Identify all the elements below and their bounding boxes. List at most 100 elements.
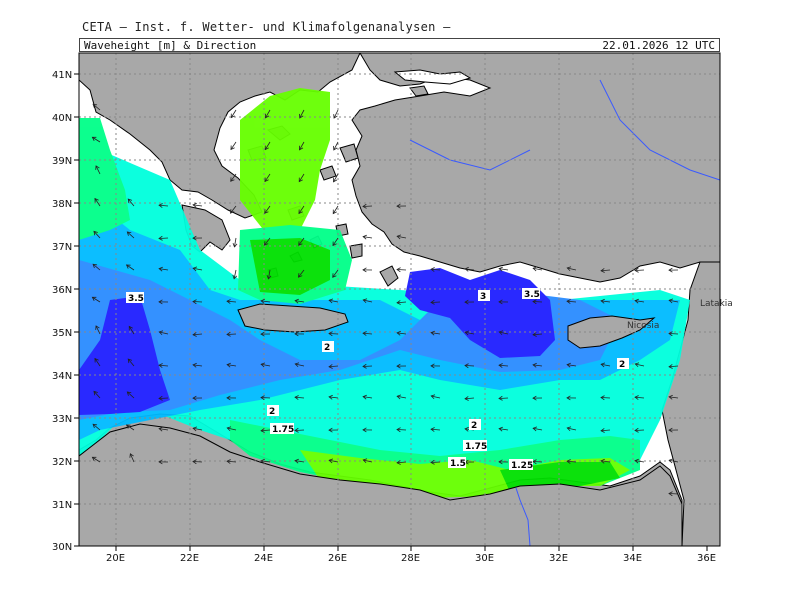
direction-arrow xyxy=(299,141,305,150)
direction-arrowhead xyxy=(129,453,134,458)
lat-label: 34N xyxy=(52,371,72,382)
direction-arrow xyxy=(92,263,101,271)
direction-arrowhead xyxy=(532,426,538,432)
direction-arrow xyxy=(567,427,577,431)
lat-label: 41N xyxy=(52,70,72,81)
direction-arrowhead xyxy=(298,241,303,246)
direction-arrow xyxy=(464,397,475,400)
direction-arrow xyxy=(431,395,441,399)
direction-arrow xyxy=(298,173,305,182)
direction-arrowhead xyxy=(600,458,605,464)
direction-arrowhead xyxy=(294,458,299,464)
lat-label: 36N xyxy=(52,285,72,296)
direction-arrowhead xyxy=(158,395,163,401)
direction-arrow xyxy=(362,332,373,335)
direction-arrowhead xyxy=(158,426,163,432)
direction-arrowhead xyxy=(128,325,133,331)
lat-label: 31N xyxy=(52,500,72,511)
lon-label: 20E xyxy=(106,553,125,564)
contour-label: 1.75 xyxy=(272,425,294,435)
direction-arrowhead xyxy=(328,298,334,304)
direction-arrowhead xyxy=(362,394,367,400)
direction-arrowhead xyxy=(668,458,674,464)
direction-arrowhead xyxy=(668,364,673,369)
direction-arrowhead xyxy=(668,491,673,497)
direction-arrowhead xyxy=(396,203,401,209)
lon-label: 30E xyxy=(475,553,494,564)
direction-arrow xyxy=(332,205,339,214)
direction-arrowhead xyxy=(294,427,299,433)
direction-arrowhead xyxy=(328,364,333,369)
direction-arrow xyxy=(268,269,271,279)
direction-arrowhead xyxy=(362,458,368,464)
direction-arrowhead xyxy=(600,298,605,304)
direction-arrowhead xyxy=(333,114,338,119)
direction-arrow xyxy=(261,363,271,367)
direction-arrow xyxy=(669,299,679,303)
direction-arrowhead xyxy=(464,363,469,369)
direction-arrow xyxy=(329,299,339,303)
direction-arrowhead xyxy=(294,298,299,304)
direction-arrowhead xyxy=(294,362,300,368)
direction-arrowhead xyxy=(396,427,401,433)
lon-label: 28E xyxy=(401,553,420,564)
direction-arrow xyxy=(159,268,169,271)
direction-arrowhead xyxy=(158,235,163,241)
contour-label: 3 xyxy=(480,292,486,302)
lat-label: 32N xyxy=(52,457,72,468)
direction-arrowhead xyxy=(532,332,537,337)
direction-arrowhead xyxy=(498,395,503,401)
direction-arrowhead xyxy=(226,362,231,368)
direction-arrowhead xyxy=(532,395,537,401)
direction-arrow xyxy=(532,333,543,336)
direction-arrow xyxy=(226,300,237,303)
direction-arrow xyxy=(294,396,305,399)
direction-arrowhead xyxy=(92,103,98,109)
direction-arrowhead xyxy=(93,230,98,236)
direction-arrowhead xyxy=(266,274,272,280)
direction-arrowhead xyxy=(95,325,100,330)
direction-arrowhead xyxy=(668,427,673,433)
direction-arrow xyxy=(363,236,373,239)
direction-arrowhead xyxy=(226,395,231,401)
direction-arrowhead xyxy=(396,394,402,400)
direction-arrow xyxy=(635,300,645,303)
direction-arrowhead xyxy=(265,113,270,119)
direction-arrowhead xyxy=(532,299,537,305)
direction-arrowhead xyxy=(158,299,163,305)
direction-arrowhead xyxy=(566,299,571,304)
direction-arrow xyxy=(499,331,509,335)
direction-arrowhead xyxy=(94,357,99,363)
direction-arrow xyxy=(230,109,237,118)
direction-arrowhead xyxy=(158,459,163,465)
direction-arrowhead xyxy=(532,459,537,465)
place-latakia: Latakia xyxy=(700,299,733,309)
direction-arrow xyxy=(92,103,101,111)
direction-arrowhead xyxy=(532,266,538,272)
direction-arrowhead xyxy=(94,197,99,203)
direction-arrow xyxy=(92,423,101,431)
direction-arrow xyxy=(566,300,577,303)
direction-arrow xyxy=(601,363,611,367)
direction-arrow xyxy=(230,173,237,182)
direction-arrow xyxy=(127,391,135,399)
direction-arrowhead xyxy=(263,241,269,246)
direction-arrowhead xyxy=(192,459,197,465)
direction-arrowhead xyxy=(566,395,571,401)
direction-arrowhead xyxy=(127,198,133,204)
contour-label: 1.75 xyxy=(465,442,487,452)
direction-arrow xyxy=(499,268,509,271)
direction-arrow xyxy=(333,141,339,151)
direction-arrowhead xyxy=(328,394,333,400)
direction-arrow xyxy=(234,237,237,247)
direction-arrowhead xyxy=(294,331,299,337)
direction-arrowhead xyxy=(333,177,338,183)
lat-axis: 41N 40N 39N 38N 37N 36N 35N 34N 33N 32N … xyxy=(52,70,79,553)
direction-arrow xyxy=(298,205,305,214)
direction-arrow xyxy=(397,332,407,335)
direction-arrowhead xyxy=(126,231,132,236)
direction-arrow xyxy=(261,300,271,303)
direction-arrowhead xyxy=(396,330,401,336)
direction-arrowhead xyxy=(299,145,304,151)
direction-arrowhead xyxy=(192,235,197,241)
